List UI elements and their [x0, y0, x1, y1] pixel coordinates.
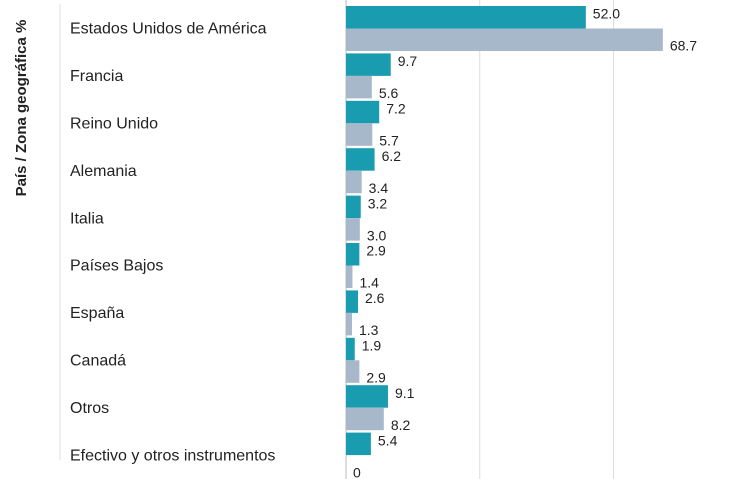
bar	[346, 53, 391, 76]
value-label: 2.9	[366, 243, 386, 259]
category-label: Efectivo y otros instrumentos	[70, 447, 275, 464]
bar	[346, 290, 358, 313]
y-axis-label: País / Zona geográfica %	[13, 20, 30, 197]
value-label: 9.1	[395, 385, 415, 401]
bar	[346, 265, 353, 288]
value-label: 0	[353, 464, 361, 479]
value-label: 52.0	[593, 6, 620, 22]
category-label: Francia	[70, 68, 123, 85]
category-label: España	[70, 305, 124, 322]
bar	[346, 312, 352, 336]
bar	[346, 123, 373, 146]
bar	[346, 100, 380, 124]
bar	[346, 195, 361, 219]
value-label: 5.6	[379, 85, 399, 101]
value-label: 7.2	[386, 101, 406, 117]
category-label: Reino Unido	[70, 116, 158, 133]
value-label: 3.2	[368, 195, 388, 211]
value-label: 2.9	[366, 370, 386, 386]
bar	[346, 170, 362, 194]
bar	[346, 360, 360, 383]
value-label: 6.2	[382, 148, 402, 164]
category-label: Otros	[70, 400, 109, 417]
bar	[346, 385, 388, 408]
category-label: Canadá	[70, 353, 126, 370]
category-label: Países Bajos	[70, 258, 163, 275]
value-label: 3.4	[369, 180, 389, 196]
value-label: 3.0	[367, 227, 387, 243]
bar	[346, 148, 375, 171]
bar	[346, 75, 372, 99]
bar	[346, 337, 355, 361]
bar	[346, 432, 371, 456]
category-label: Italia	[70, 210, 104, 227]
bar	[346, 28, 663, 51]
category-label: Alemania	[70, 163, 137, 180]
value-label: 5.4	[378, 432, 398, 448]
value-label: 8.2	[391, 417, 411, 433]
category-label: Estados Unidos de América	[70, 21, 267, 38]
bar	[346, 407, 384, 431]
value-label: 5.7	[379, 133, 399, 149]
bar	[346, 218, 360, 241]
value-label: 68.7	[670, 38, 697, 54]
value-label: 1.9	[362, 338, 382, 354]
bar	[346, 6, 586, 29]
value-label: 9.7	[398, 53, 418, 69]
value-label: 1.4	[359, 275, 379, 291]
bar	[346, 243, 360, 266]
value-label: 1.3	[359, 322, 379, 338]
value-label: 2.6	[365, 290, 385, 306]
